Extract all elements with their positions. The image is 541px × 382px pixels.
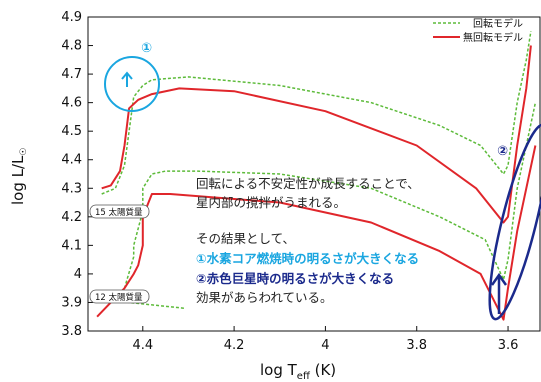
y-tick-label: 4.4 <box>61 153 82 168</box>
annotation-block: 回転による不安定性が成長することで、 星内部の撹拌がうまれる。 その結果として、… <box>196 176 420 305</box>
y-tick-label: 3.9 <box>61 295 82 310</box>
marker-two-ellipse <box>488 123 541 321</box>
marker-one-number: ① <box>141 41 152 56</box>
legend: 回転モデル 無回転モデル <box>433 17 523 44</box>
marker-one-arrow <box>121 71 133 87</box>
annotation-line-3: その結果として、 <box>196 231 295 246</box>
y-tick-label: 3.8 <box>61 324 82 339</box>
x-axis-label: log Teff (K) <box>260 361 336 382</box>
y-tick-label: 4.5 <box>61 124 82 139</box>
x-tick-label: 4.2 <box>224 338 245 353</box>
annotation-line-6: 効果があらわれている。 <box>196 290 333 305</box>
marker-two: ② <box>488 123 541 321</box>
y-tick-label: 4.6 <box>61 96 82 111</box>
marker-one: ① <box>104 41 160 112</box>
svg-text:12 太陽質量: 12 太陽質量 <box>95 292 143 303</box>
x-tick-label: 3.6 <box>498 338 519 353</box>
y-tick-label: 4.3 <box>61 181 82 196</box>
series-layer <box>96 31 537 321</box>
y-tick-label: 4.8 <box>61 39 82 54</box>
y-tick-label: 4.7 <box>61 67 82 82</box>
plot-frame <box>87 16 541 332</box>
series-line-nonrotating <box>96 145 537 321</box>
mass-label-12: 12 太陽質量 <box>89 289 150 304</box>
y-tick-label: 4.2 <box>61 210 82 225</box>
mass-label-15: 15 太陽質量 <box>89 204 150 219</box>
marker-two-number: ② <box>497 144 508 159</box>
series-line-rotating <box>101 31 532 195</box>
x-tick-label: 4.4 <box>132 338 153 353</box>
marker-one-circle <box>104 56 160 112</box>
legend-label-rotating: 回転モデル <box>473 17 523 30</box>
series-line-nonrotating <box>101 45 532 224</box>
y-tick-label: 4.9 <box>61 10 82 25</box>
x-tick-label: 4 <box>321 338 329 353</box>
annotation-line-1: 回転による不安定性が成長することで、 <box>196 176 420 191</box>
x-tick-label: 3.8 <box>406 338 427 353</box>
legend-label-nonrotating: 無回転モデル <box>463 31 523 44</box>
y-axis-label: log L/L☉ <box>9 148 29 205</box>
annotation-line-2: 星内部の撹拌がうまれる。 <box>196 195 346 210</box>
axis-ticks: 4.4 4.2 4 3.8 3.6 3.8 3.9 4 4.1 4.2 4.3 4.4 4.5 4.6 4.… <box>61 10 518 353</box>
series-line-rotating <box>123 102 537 309</box>
annotation-line-4: ①水素コア燃焼時の明るさが大きくなる <box>196 251 419 266</box>
annotation-line-5: ②赤色巨星時の明るさが大きくなる <box>196 271 394 286</box>
y-tick-label: 4 <box>74 267 82 282</box>
y-tick-label: 4.1 <box>61 238 82 253</box>
marker-two-arrow <box>490 272 508 314</box>
svg-text:15 太陽質量: 15 太陽質量 <box>95 207 143 218</box>
